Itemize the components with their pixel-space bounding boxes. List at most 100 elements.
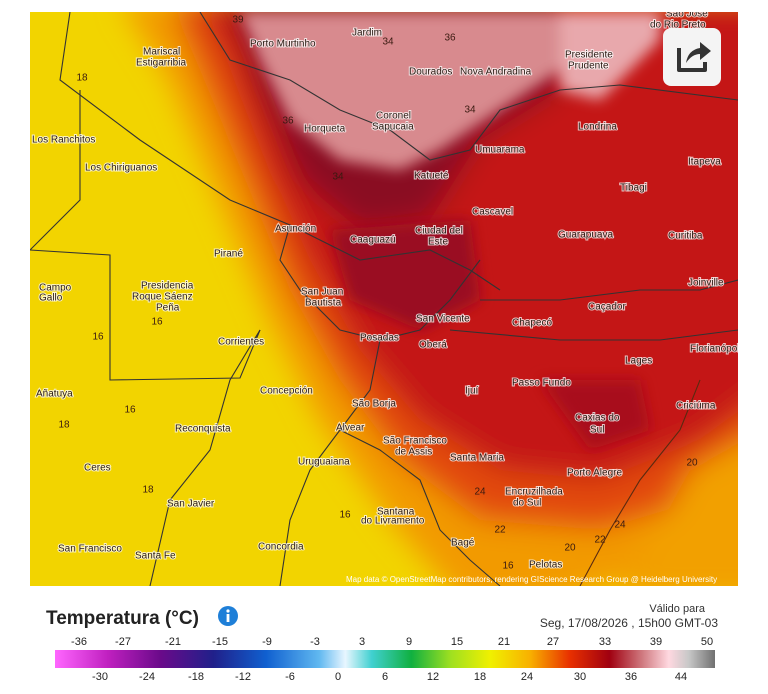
isotherm-label: 24 [474,487,486,498]
isotherm-label: 18 [142,485,154,496]
colorbar-tick-bottom: -6 [285,671,295,683]
city-label: Concepción [260,386,313,397]
city-label: Criciúma [676,401,716,412]
isotherm-label: 20 [564,543,576,554]
city-label: Tibagi [620,183,647,194]
city-label: do Livramento [361,516,425,527]
colorbar-tick-top: -9 [262,636,272,648]
city-label: Caaguazú [350,235,396,246]
city-label: Roque Sáenz [132,292,193,303]
isotherm-label: 18 [76,73,88,84]
city-label: Sapucaia [372,122,414,133]
isotherm-label: 16 [92,332,104,343]
colorbar-tick-top: 21 [498,636,510,648]
city-label: São Francisco [383,436,447,447]
city-label: Nova Andradina [460,67,532,78]
city-label: San Vicente [416,314,470,325]
isotherm-label: 34 [382,37,394,48]
city-label: Sul [590,425,604,436]
colorbar-tick-top: -36 [71,636,87,648]
city-label: San Javier [167,499,215,510]
city-label: Este [428,237,448,248]
city-label: de Assis [395,447,432,458]
share-icon-arrow [686,42,711,63]
colorbar-tick-top: 39 [650,636,662,648]
city-label: Porto Murtinho [250,39,316,50]
city-label: Encruzilhada [505,487,563,498]
city-label: Mariscal [143,47,180,58]
colorbar-tick-bottom: 12 [427,671,439,683]
colorbar-tick-top: 15 [451,636,463,648]
city-label: Los Ranchitos [32,135,95,146]
city-label: Corrientes [218,337,264,348]
city-label: Ceres [84,463,111,474]
isotherm-label: 36 [444,33,456,44]
city-label: Los Chiriguanos [85,163,157,174]
colorbar-tick-top: -15 [212,636,228,648]
city-label: Porto Alegre [567,468,622,479]
isotherm-label: 16 [339,510,351,521]
city-label: Londrina [578,122,617,133]
city-label: Passo Fundo [512,378,571,389]
city-label: Pelotas [529,560,562,571]
share-button[interactable] [663,28,721,86]
colorbar-tick-top: 27 [547,636,559,648]
legend: Temperatura (°C) Válido para Seg, 17/08/… [46,603,718,683]
isotherm-label: 18 [58,420,70,431]
isotherm-label: 16 [151,317,163,328]
city-label: Añatuya [36,389,73,400]
city-label: Cascavel [472,207,513,218]
city-label: Caçador [588,302,626,313]
city-label: Estigarribia [136,58,186,69]
colorbar-tick-top: 33 [599,636,611,648]
city-label: Presidencia [141,281,194,292]
colorbar-tick-bottom: 6 [382,671,388,683]
city-label: Dourados [409,67,452,78]
city-label: Santana [377,507,415,518]
isotherm-label: 20 [686,458,698,469]
isotherm-label: 24 [614,520,626,531]
city-label: Santa Maria [450,453,504,464]
colorbar-tick-top: -21 [165,636,181,648]
city-label: Guarapuava [558,230,613,241]
city-label: Peña [156,303,180,314]
colorbar-tick-top: 9 [406,636,412,648]
valid-time: Seg, 17/08/2026 , 15h00 GMT-03 [540,616,718,630]
info-icon[interactable] [218,606,238,626]
city-label: Umuarama [475,145,525,156]
colorbar-tick-bottom: 24 [521,671,533,683]
city-label: Coronel [376,111,411,122]
city-label: Alvear [336,423,365,434]
city-label: Bagé [451,538,475,549]
city-label: Caxias do [575,413,620,424]
city-label: Joinville [688,278,724,289]
borders [30,12,738,586]
colorbar-tick-bottom: -24 [139,671,155,683]
city-label: Campo [39,283,72,294]
city-label: Concordia [258,542,304,553]
isotherm-label: 39 [232,15,244,26]
colorbar-tick-top: 50 [701,636,713,648]
city-label: do Sul [513,498,541,509]
city-label: Gallo [39,293,63,304]
colorbar-tick-top: -3 [310,636,320,648]
city-label: Santa Fe [135,551,176,562]
info-icon-bar [226,614,230,622]
isotherm-label: 16 [124,405,136,416]
share-icon-box [677,48,707,72]
isotherm-label: 34 [464,105,476,116]
colorbar-tick-bottom: 30 [574,671,586,683]
city-label: Chapecó [512,318,552,329]
city-label: Uruguaiana [298,457,350,468]
isotherm-label: 16 [502,561,514,572]
city-label: Horqueta [304,124,346,135]
share-button-bg[interactable] [663,28,721,86]
city-label: Jardim [352,28,382,39]
city-label: Ijuí [465,386,479,397]
colorbar-tick-top: 3 [359,636,365,648]
city-label: Lages [625,356,652,367]
isotherm-label: 34 [332,172,344,183]
colorbar-tick-bottom: -30 [92,671,108,683]
